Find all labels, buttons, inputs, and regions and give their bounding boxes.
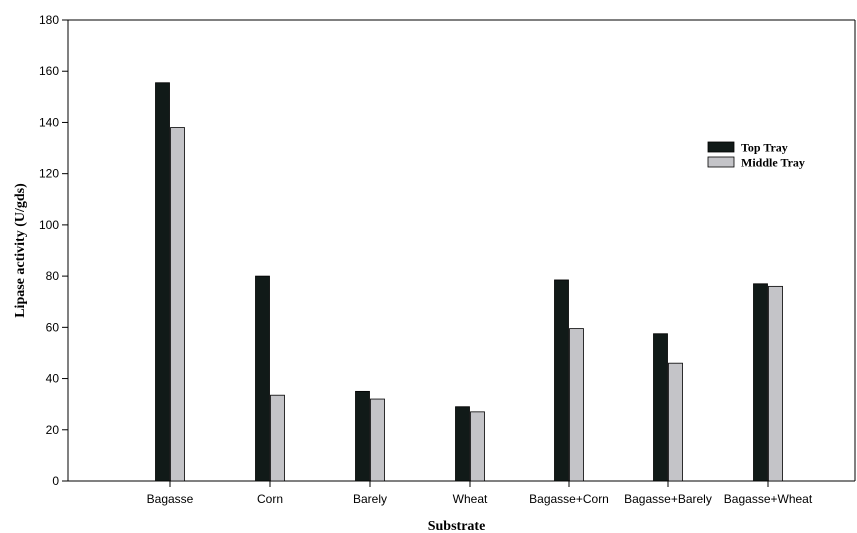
bar-top-tray <box>753 283 768 482</box>
y-tick-label: 40 <box>46 372 60 386</box>
x-tick-label: Bagasse+Wheat <box>724 492 813 506</box>
bars <box>155 82 783 482</box>
y-tick-label: 0 <box>52 474 59 488</box>
legend-swatch-top-tray <box>707 141 735 153</box>
labels: 0 20 40 60 80 100 120 140 160 180 Bagasse Corn Barel… <box>39 13 813 506</box>
y-tick-label: 80 <box>46 269 60 283</box>
x-axis-title: Substrate <box>428 519 486 533</box>
bar-middle-tray <box>768 285 783 482</box>
bar-top-tray <box>554 279 569 482</box>
bar-middle-tray <box>668 362 683 482</box>
x-tick-label: Barely <box>353 492 387 506</box>
y-tick-label: 120 <box>39 167 59 181</box>
x-tick-label: Bagasse+Corn <box>529 492 609 506</box>
bar-middle-tray <box>270 394 285 482</box>
y-tick-label: 100 <box>39 218 59 232</box>
bar-top-tray <box>155 82 170 482</box>
bar-top-tray <box>455 406 470 482</box>
y-tick-label: 60 <box>46 320 60 334</box>
y-axis-title: Lipase activity (U/gds) <box>13 183 28 318</box>
y-tick-label: 180 <box>39 13 59 27</box>
x-tick-label: Wheat <box>453 492 488 506</box>
bar-middle-tray <box>470 411 485 482</box>
y-tick-label: 140 <box>39 115 59 129</box>
legend-swatch-middle-tray <box>707 156 735 168</box>
bar-top-tray <box>355 390 370 482</box>
bar-middle-tray <box>569 328 584 482</box>
x-tick-label: Corn <box>257 492 283 506</box>
y-tick-label: 20 <box>46 423 60 437</box>
legend-label-top-tray: Top Tray <box>741 141 788 155</box>
x-tick-label: Bagasse <box>147 492 194 506</box>
bar-middle-tray <box>370 398 385 482</box>
axes <box>62 19 856 487</box>
bar-top-tray <box>653 333 668 482</box>
legend-label-middle-tray: Middle Tray <box>741 156 805 170</box>
bar-middle-tray <box>170 127 185 482</box>
x-tick-label: Bagasse+Barely <box>624 492 712 506</box>
bar-top-tray <box>255 275 270 482</box>
y-tick-label: 160 <box>39 64 59 78</box>
